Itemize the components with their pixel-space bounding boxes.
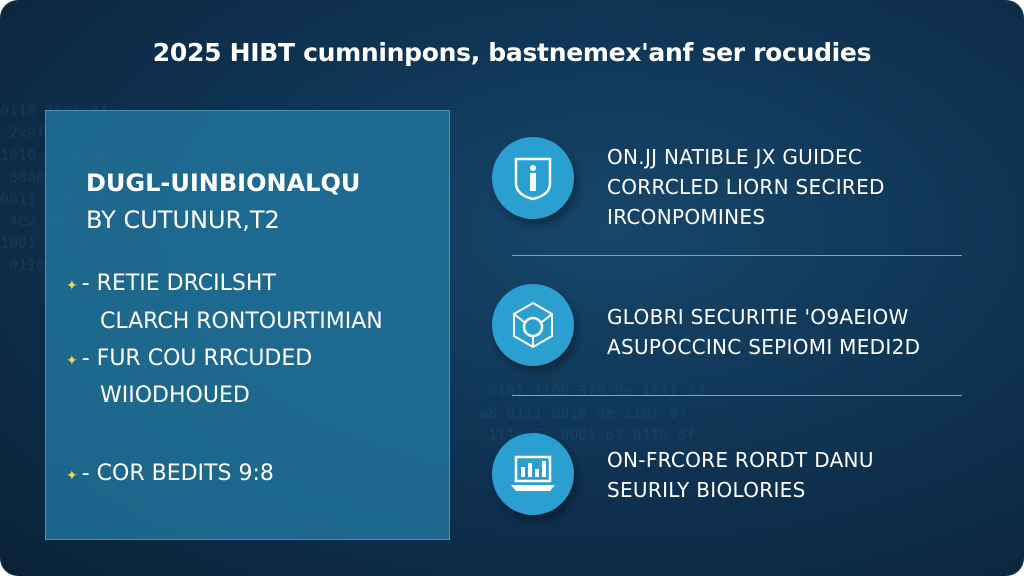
feature-item: GLOBRI SECURITIE 'O9AEIOW ASUPOCCINC SEPI… bbox=[492, 284, 972, 374]
bullet-item-continuation: CLARCH RONTOURTIMIAN bbox=[100, 309, 383, 334]
bullet-item-continuation: WIIODHOUED bbox=[100, 383, 250, 408]
feature-text: GLOBRI SECURITIE 'O9AEIOW ASUPOCCINC SEPI… bbox=[607, 305, 921, 359]
shield-info-icon bbox=[492, 137, 574, 219]
feature-text: ON-FRCORE RORDT DANU SEURILY BIOLORIES bbox=[607, 448, 874, 502]
bullet-item: ✦ - COR BEDITS 9:8 bbox=[66, 461, 274, 486]
bullet-item: ✦ - FUR COU RRCUDED bbox=[66, 346, 313, 371]
page-title: 2025 HIBT cumninpons, bastnemex'anf ser … bbox=[152, 38, 872, 67]
panel-heading-line1: DUGL-UINBIONALQU bbox=[86, 169, 361, 197]
divider bbox=[512, 395, 962, 396]
feature-text: ON.JJ NATIBLE JX GUIDEC CORRCLED LIORN SE… bbox=[607, 145, 885, 229]
laptop-chart-icon bbox=[492, 433, 574, 515]
star-icon: ✦ bbox=[66, 468, 78, 484]
bullet-item: ✦ - RETIE DRCILSHT bbox=[66, 271, 276, 296]
divider bbox=[512, 255, 962, 256]
network-globe-icon bbox=[492, 284, 574, 366]
panel-heading-line2: BY CUTUNUR,T2 bbox=[86, 206, 280, 234]
feature-item: ON-FRCORE RORDT DANU SEURILY BIOLORIES bbox=[492, 433, 972, 523]
star-icon: ✦ bbox=[66, 353, 78, 369]
star-icon: ✦ bbox=[66, 278, 78, 294]
feature-item: ON.JJ NATIBLE JX GUIDEC CORRCLED LIORN SE… bbox=[492, 137, 972, 229]
summary-panel: DUGL-UINBIONALQU BY CUTUNUR,T2 ✦ - RETIE … bbox=[45, 110, 450, 540]
